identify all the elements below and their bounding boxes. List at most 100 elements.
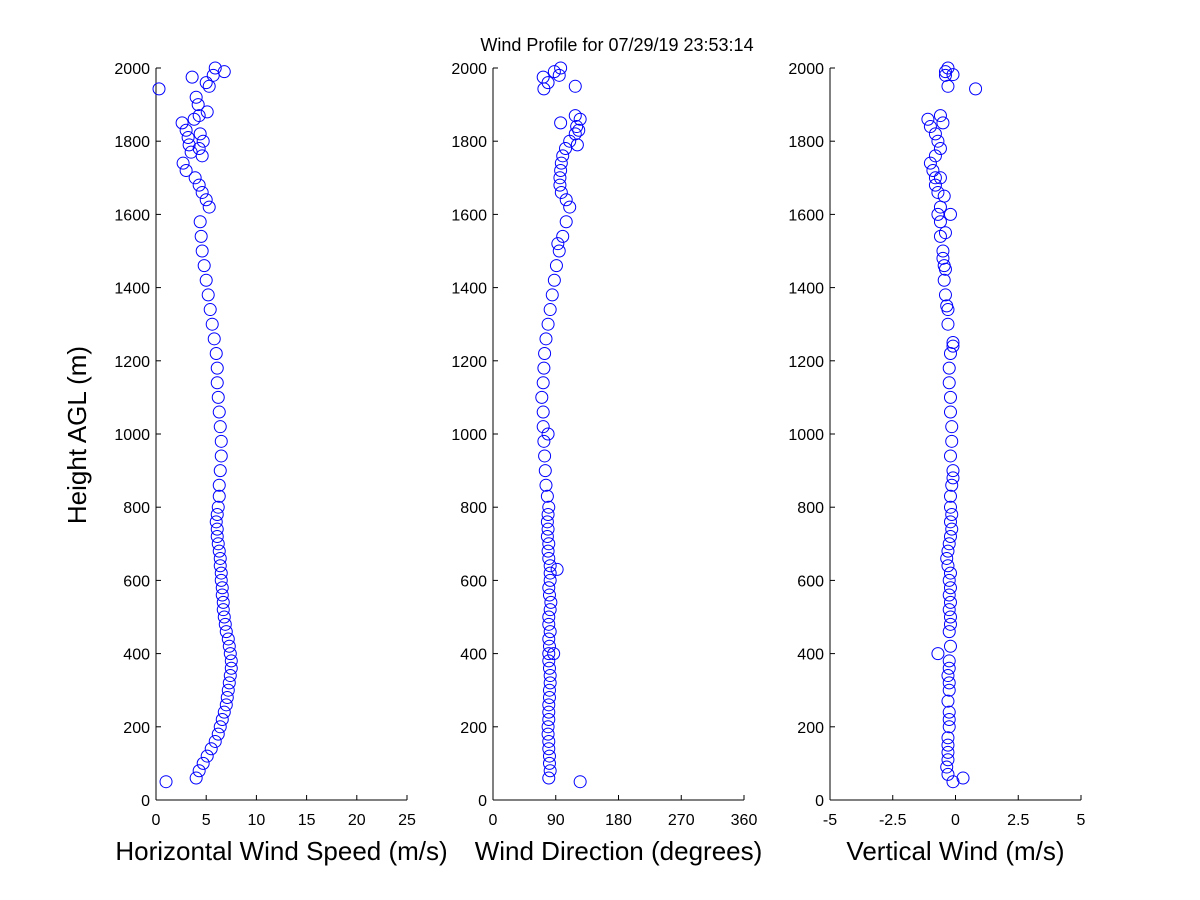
data-point (542, 581, 556, 595)
y-tick-label: 1800 (451, 134, 487, 151)
data-point (946, 471, 960, 485)
data-point (543, 573, 557, 587)
x-axis-label-speed: Horizontal Wind Speed (m/s) (115, 836, 447, 866)
y-tick-label: 200 (797, 720, 824, 737)
data-point (175, 116, 189, 130)
data-point (946, 775, 960, 789)
data-point (542, 647, 556, 661)
data-point (946, 464, 960, 478)
data-point (542, 712, 556, 726)
data-point (942, 573, 956, 587)
data-point (222, 676, 236, 690)
panel-speed: 0 200 400 600 800 1000 1200 1400 1600 1800 2000 0 5 1… (114, 61, 447, 866)
data-point (923, 120, 937, 134)
data-point (568, 79, 582, 93)
data-point (210, 522, 224, 536)
data-point (941, 559, 955, 573)
data-point (210, 361, 224, 375)
y-tick-label: 1200 (788, 354, 824, 371)
data-point (928, 149, 942, 163)
data-point (203, 303, 217, 317)
data-point (212, 478, 226, 492)
data-point (536, 420, 550, 434)
data-point (188, 171, 202, 185)
data-point (936, 244, 950, 258)
y-tick-label: 1400 (451, 281, 487, 298)
data-point (923, 156, 937, 170)
data-point (192, 142, 206, 156)
data-point (946, 336, 960, 349)
data-point (224, 661, 238, 675)
y-tick-label: 400 (460, 647, 487, 664)
y-tick-label: 1000 (451, 427, 487, 444)
y-tick-label: 2000 (451, 61, 487, 78)
data-point (201, 288, 215, 302)
data-point (541, 720, 555, 734)
data-point (943, 449, 957, 463)
data-point (212, 489, 226, 503)
x-tick-label: 20 (348, 812, 366, 829)
data-point (213, 420, 227, 434)
data-point (542, 734, 556, 748)
data-point (540, 529, 554, 543)
data-point (224, 654, 238, 668)
data-point (542, 639, 556, 653)
data-point (937, 273, 951, 287)
y-tick-label: 2000 (114, 61, 150, 78)
y-tick-label: 1600 (451, 207, 487, 224)
data-point (547, 647, 561, 661)
data-point (217, 705, 231, 719)
data-point (219, 625, 233, 639)
data-point (943, 617, 957, 631)
data-point (943, 529, 957, 543)
data-point (936, 116, 950, 130)
data-point (941, 79, 955, 93)
data-point (218, 617, 232, 631)
x-tick-label: 25 (398, 812, 416, 829)
data-point (219, 698, 233, 712)
x-tick-label: 2.5 (1007, 812, 1029, 829)
data-point (921, 112, 935, 126)
data-point (182, 138, 196, 152)
data-point (209, 346, 223, 360)
data-point (543, 566, 557, 580)
data-point (181, 131, 195, 145)
data-point (542, 537, 556, 551)
data-point (216, 603, 230, 617)
data-point (553, 171, 567, 185)
data-point (941, 61, 955, 75)
data-point (541, 544, 555, 558)
data-point (933, 200, 947, 214)
data-point (933, 142, 947, 156)
data-point (542, 698, 556, 712)
data-point (928, 127, 942, 141)
data-point (543, 625, 557, 639)
x-tick-label: 0 (489, 812, 498, 829)
y-tick-label: 1600 (788, 207, 824, 224)
data-point (542, 654, 556, 668)
data-point (542, 683, 556, 697)
x-tick-label: 180 (605, 812, 632, 829)
data-point (539, 332, 553, 346)
data-point (536, 70, 550, 84)
data-point (931, 647, 945, 661)
data-point (931, 207, 945, 221)
y-tick-label: 1200 (451, 354, 487, 371)
data-point (941, 317, 955, 331)
data-point (933, 215, 947, 229)
data-point (945, 522, 959, 536)
data-point (941, 544, 955, 558)
data-point (938, 226, 952, 240)
y-tick-label: 200 (460, 720, 487, 737)
y-axis-label: Height AGL (m) (62, 346, 92, 524)
data-point (541, 727, 555, 741)
data-point (214, 449, 228, 463)
data-point (943, 595, 957, 609)
data-point (552, 68, 566, 82)
data-point (199, 273, 213, 287)
data-point (196, 134, 210, 148)
data-point (942, 676, 956, 690)
data-point (210, 508, 224, 522)
x-axis-label-direction: Wind Direction (degrees) (475, 836, 763, 866)
